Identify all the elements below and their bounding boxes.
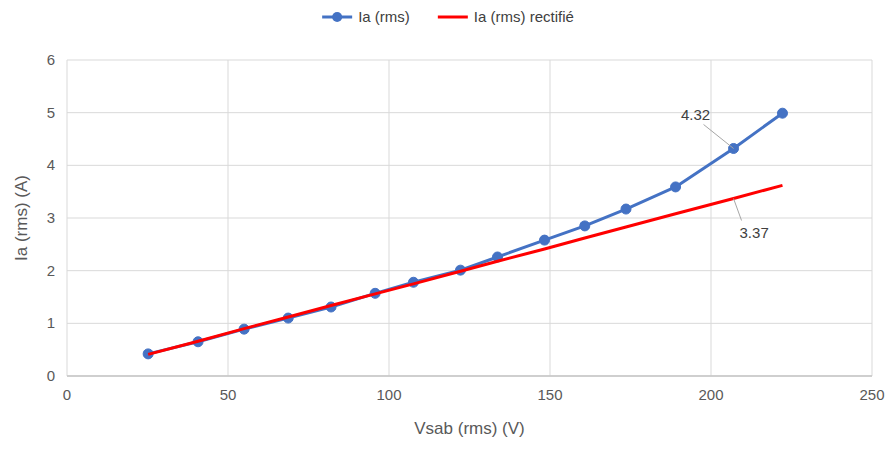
y-grid-line bbox=[67, 60, 872, 61]
series-marker bbox=[621, 204, 631, 214]
annotation-leader bbox=[704, 124, 734, 148]
x-grid-line bbox=[228, 60, 229, 376]
series-line bbox=[148, 113, 782, 354]
x-tick-label: 150 bbox=[537, 386, 562, 403]
y-tick-label: 5 bbox=[47, 104, 55, 121]
y-axis-label: Ia (rms) (A) bbox=[12, 175, 31, 261]
x-axis-label: Vsab (rms) (V) bbox=[414, 419, 525, 438]
x-tick-label: 250 bbox=[859, 386, 884, 403]
series-marker bbox=[671, 182, 681, 192]
x-tick-label: 0 bbox=[63, 386, 71, 403]
legend-marker bbox=[332, 12, 342, 22]
y-grid-line bbox=[67, 218, 872, 219]
series-marker bbox=[540, 235, 550, 245]
x-grid-line bbox=[389, 60, 390, 376]
y-grid-line bbox=[67, 112, 872, 113]
annotation-leader bbox=[734, 199, 742, 221]
x-grid-line bbox=[550, 60, 551, 376]
y-tick-label: 6 bbox=[47, 51, 55, 68]
legend: Ia (rms) Ia (rms) rectifié bbox=[322, 8, 574, 25]
legend-swatch bbox=[438, 16, 468, 19]
y-tick-label: 2 bbox=[47, 262, 55, 279]
y-grid-line bbox=[67, 376, 872, 377]
y-grid-line bbox=[67, 165, 872, 166]
series-line bbox=[148, 185, 782, 354]
legend-label: Ia (rms) rectifié bbox=[474, 8, 574, 25]
legend-item: Ia (rms) rectifié bbox=[438, 8, 574, 25]
y-grid-line bbox=[67, 323, 872, 324]
legend-item: Ia (rms) bbox=[322, 8, 410, 25]
x-grid-line bbox=[711, 60, 712, 376]
plot-area bbox=[143, 108, 787, 359]
y-tick-label: 0 bbox=[47, 367, 55, 384]
chart: 0 1 2 3 4 5 6 0 50 100 150 200 250 Vsab (rms) (V) Ia (… bbox=[0, 0, 896, 450]
annotation: 3.37 bbox=[740, 224, 769, 241]
legend-label: Ia (rms) bbox=[358, 8, 410, 25]
y-grid-line bbox=[67, 270, 872, 271]
x-tick-label: 50 bbox=[220, 386, 237, 403]
y-tick-label: 1 bbox=[47, 314, 55, 331]
x-grid-line bbox=[67, 60, 68, 376]
annotation: 4.32 bbox=[681, 106, 710, 123]
y-tick-label: 3 bbox=[47, 209, 55, 226]
y-tick-label: 4 bbox=[47, 156, 55, 173]
series-marker bbox=[777, 108, 787, 118]
series-marker bbox=[580, 221, 590, 231]
x-grid-line bbox=[872, 60, 873, 376]
x-tick-label: 200 bbox=[698, 386, 723, 403]
x-tick-label: 100 bbox=[376, 386, 401, 403]
x-axis-line bbox=[67, 376, 872, 377]
